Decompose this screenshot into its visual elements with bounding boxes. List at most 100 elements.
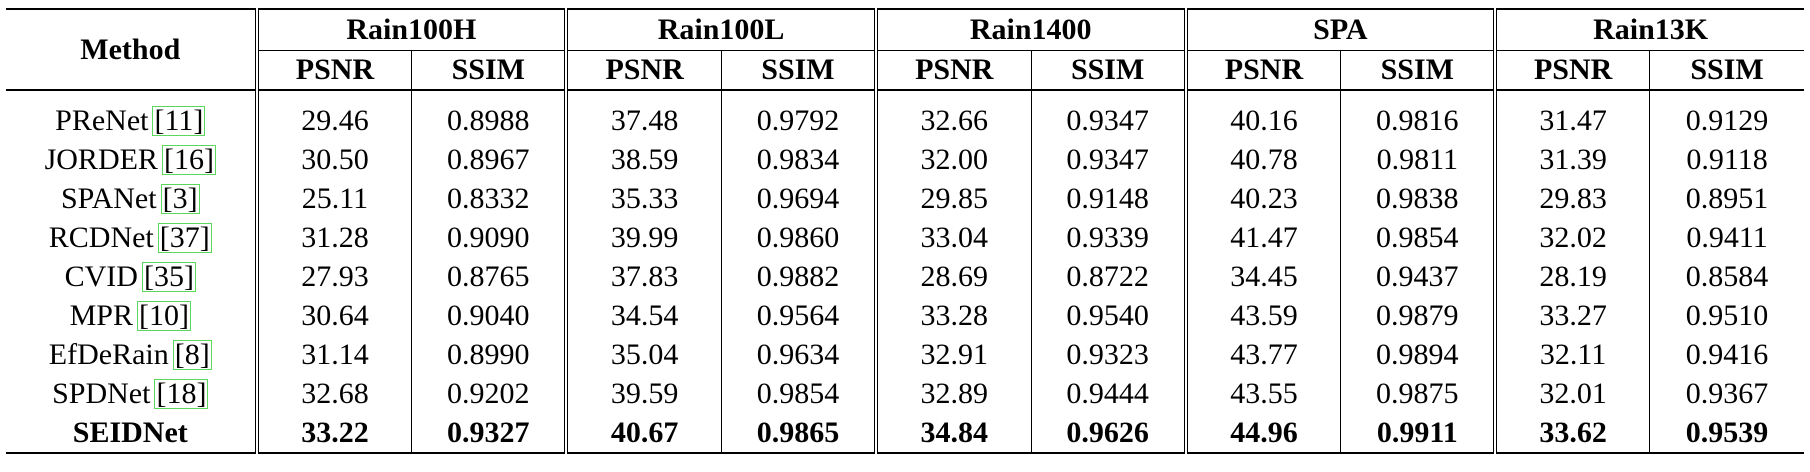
psnr-cell: 38.59 bbox=[564, 140, 722, 179]
citation-link[interactable]: [8] bbox=[172, 338, 212, 371]
results-table-container: Method Rain100H Rain100L Rain1400 SPA Ra… bbox=[6, 8, 1804, 454]
metric-header-ssim: SSIM bbox=[1030, 50, 1186, 91]
psnr-cell: 34.84 bbox=[873, 413, 1032, 454]
table-row: JORDER [16] 30.50 0.8967 38.59 0.9834 32.00 0.9… bbox=[6, 140, 1804, 179]
dataset-header-rain13k: Rain13K bbox=[1493, 8, 1804, 51]
citation-number: 8 bbox=[184, 338, 200, 371]
method-cell: SEIDNet bbox=[6, 413, 257, 454]
psnr-cell: 29.46 bbox=[254, 89, 412, 140]
metric-header-psnr: PSNR bbox=[564, 50, 722, 91]
ssim-cell: 0.9634 bbox=[721, 335, 876, 374]
method-cell: EfDeRain [8] bbox=[6, 335, 257, 374]
citation-link[interactable]: [16] bbox=[161, 143, 216, 176]
metric-header-psnr: PSNR bbox=[254, 50, 412, 91]
citation-number: 3 bbox=[172, 182, 188, 215]
method-name: JORDER bbox=[44, 143, 158, 176]
ssim-cell: 0.9816 bbox=[1340, 89, 1496, 140]
psnr-cell: 40.67 bbox=[564, 413, 722, 454]
table-row: SPDNet [18] 32.68 0.9202 39.59 0.9854 32.89 0.9… bbox=[6, 374, 1804, 413]
ssim-cell: 0.9875 bbox=[1340, 374, 1496, 413]
ssim-cell: 0.9540 bbox=[1030, 296, 1186, 335]
psnr-cell: 34.45 bbox=[1183, 257, 1341, 296]
psnr-cell: 39.99 bbox=[564, 218, 722, 257]
ssim-cell: 0.8990 bbox=[411, 335, 567, 374]
psnr-cell: 32.68 bbox=[254, 374, 412, 413]
metric-header-psnr: PSNR bbox=[1183, 50, 1341, 91]
psnr-cell: 39.59 bbox=[564, 374, 722, 413]
psnr-cell: 31.28 bbox=[254, 218, 412, 257]
psnr-cell: 43.55 bbox=[1183, 374, 1341, 413]
ssim-cell: 0.8951 bbox=[1649, 179, 1804, 218]
method-cell: SPANet [3] bbox=[6, 179, 257, 218]
citation-number: 16 bbox=[173, 143, 204, 176]
psnr-cell: 31.14 bbox=[254, 335, 412, 374]
ssim-cell: 0.9323 bbox=[1030, 335, 1186, 374]
citation-link[interactable]: [37] bbox=[157, 221, 212, 254]
citation-number: 10 bbox=[148, 299, 179, 332]
psnr-cell: 31.47 bbox=[1493, 89, 1650, 140]
psnr-cell: 34.54 bbox=[564, 296, 722, 335]
table-row: RCDNet [37] 31.28 0.9090 39.99 0.9860 33.04 0.9… bbox=[6, 218, 1804, 257]
psnr-cell: 40.23 bbox=[1183, 179, 1341, 218]
ssim-cell: 0.9040 bbox=[411, 296, 567, 335]
ssim-cell: 0.8722 bbox=[1030, 257, 1186, 296]
table-body: PReNet [11] 29.46 0.8988 37.48 0.9792 32.66 0.9… bbox=[6, 89, 1804, 454]
psnr-cell: 32.91 bbox=[873, 335, 1032, 374]
method-cell: JORDER [16] bbox=[6, 140, 257, 179]
ssim-cell: 0.9854 bbox=[721, 374, 876, 413]
citation-link[interactable]: [35] bbox=[141, 260, 196, 293]
citation-link[interactable]: [10] bbox=[136, 299, 191, 332]
psnr-cell: 32.00 bbox=[873, 140, 1032, 179]
psnr-cell: 25.11 bbox=[254, 179, 412, 218]
table-row: PReNet [11] 29.46 0.8988 37.48 0.9792 32.66 0.9… bbox=[6, 89, 1804, 140]
psnr-cell: 44.96 bbox=[1183, 413, 1341, 454]
psnr-cell: 32.02 bbox=[1493, 218, 1650, 257]
psnr-cell: 37.83 bbox=[564, 257, 722, 296]
method-name: PReNet bbox=[55, 104, 149, 137]
ssim-cell: 0.9894 bbox=[1340, 335, 1496, 374]
psnr-cell: 31.39 bbox=[1493, 140, 1650, 179]
ssim-cell: 0.9694 bbox=[721, 179, 876, 218]
ssim-cell: 0.9416 bbox=[1649, 335, 1804, 374]
psnr-cell: 33.04 bbox=[873, 218, 1032, 257]
table-row: CVID [35] 27.93 0.8765 37.83 0.9882 28.69 0.872… bbox=[6, 257, 1804, 296]
ssim-cell: 0.9437 bbox=[1340, 257, 1496, 296]
table-row: SPANet [3] 25.11 0.8332 35.33 0.9694 29.85 0.91… bbox=[6, 179, 1804, 218]
ssim-cell: 0.9879 bbox=[1340, 296, 1496, 335]
ssim-cell: 0.8967 bbox=[411, 140, 567, 179]
ssim-cell: 0.8765 bbox=[411, 257, 567, 296]
ssim-cell: 0.9347 bbox=[1030, 89, 1186, 140]
ssim-cell: 0.9339 bbox=[1030, 218, 1186, 257]
ssim-cell: 0.9838 bbox=[1340, 179, 1496, 218]
ssim-cell: 0.9510 bbox=[1649, 296, 1804, 335]
ssim-cell: 0.9564 bbox=[721, 296, 876, 335]
psnr-cell: 37.48 bbox=[564, 89, 722, 140]
metric-header-psnr: PSNR bbox=[1493, 50, 1650, 91]
psnr-cell: 27.93 bbox=[254, 257, 412, 296]
ssim-cell: 0.9444 bbox=[1030, 374, 1186, 413]
metric-header-ssim: SSIM bbox=[1340, 50, 1496, 91]
psnr-cell: 33.27 bbox=[1493, 296, 1650, 335]
ssim-cell: 0.9367 bbox=[1649, 374, 1804, 413]
method-cell: PReNet [11] bbox=[6, 89, 257, 140]
ssim-cell: 0.9347 bbox=[1030, 140, 1186, 179]
psnr-cell: 28.69 bbox=[873, 257, 1032, 296]
citation-link[interactable]: [18] bbox=[154, 377, 209, 410]
psnr-cell: 29.83 bbox=[1493, 179, 1650, 218]
ssim-cell: 0.9626 bbox=[1030, 413, 1186, 454]
ssim-cell: 0.8988 bbox=[411, 89, 567, 140]
method-header: Method bbox=[6, 8, 257, 90]
ssim-cell: 0.9854 bbox=[1340, 218, 1496, 257]
psnr-cell: 30.64 bbox=[254, 296, 412, 335]
psnr-cell: 32.89 bbox=[873, 374, 1032, 413]
ssim-cell: 0.9834 bbox=[721, 140, 876, 179]
citation-link[interactable]: [11] bbox=[152, 104, 206, 137]
psnr-cell: 43.77 bbox=[1183, 335, 1341, 374]
psnr-cell: 35.04 bbox=[564, 335, 722, 374]
psnr-cell: 33.22 bbox=[254, 413, 412, 454]
ssim-cell: 0.9539 bbox=[1649, 413, 1804, 454]
method-name: SPANet bbox=[60, 182, 157, 215]
citation-link[interactable]: [3] bbox=[160, 182, 200, 215]
table-row: SEIDNet 33.22 0.9327 40.67 0.9865 34.84 0.9626… bbox=[6, 413, 1804, 454]
method-name: CVID bbox=[64, 260, 138, 293]
